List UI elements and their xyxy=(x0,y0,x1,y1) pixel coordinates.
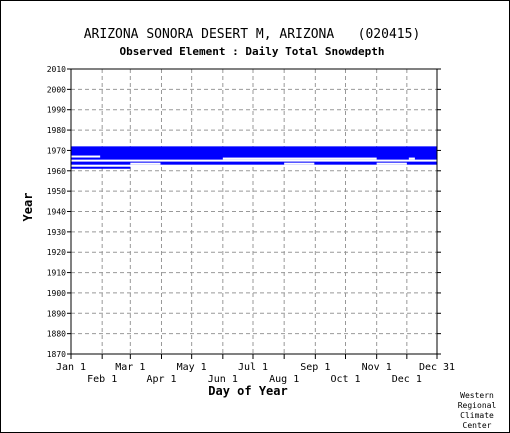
missing-data-gap xyxy=(376,162,407,165)
y-tick-label: 1980 xyxy=(47,126,66,135)
y-tick-label: 2000 xyxy=(47,85,66,94)
chart-subtitle: Observed Element : Daily Total Snowdepth xyxy=(120,45,385,58)
y-tick-label: 1870 xyxy=(47,350,66,359)
y-tick-label: 1900 xyxy=(47,289,66,298)
missing-data-gap xyxy=(408,157,415,160)
credit-line: Center xyxy=(463,421,492,430)
missing-data-gap xyxy=(222,157,377,160)
credit-block: Western Regional Climate Center xyxy=(458,391,497,430)
y-tick-label: 1970 xyxy=(47,146,66,155)
x-tick-label: Mar 1 xyxy=(115,362,145,373)
missing-data-gap xyxy=(71,155,101,158)
y-tick-label: 1990 xyxy=(47,106,66,115)
observed-period xyxy=(71,146,253,155)
credit-line: Regional xyxy=(458,401,497,410)
x-tick-label: Dec 1 xyxy=(392,374,422,385)
x-tick-label: May 1 xyxy=(177,362,207,373)
observed-period xyxy=(71,166,131,169)
x-tick-label: Jun 1 xyxy=(208,374,238,385)
missing-data-gap xyxy=(284,162,315,165)
y-tick-label: 1950 xyxy=(47,187,66,196)
y-tick-label: 1890 xyxy=(47,309,66,318)
x-axis-label: Day of Year xyxy=(208,384,287,398)
x-tick-label: Jan 1 xyxy=(56,362,86,373)
y-tick-label: 1910 xyxy=(47,269,66,278)
y-tick-label: 2010 xyxy=(47,65,66,74)
observed-period xyxy=(252,146,437,157)
y-axis-label: Year xyxy=(21,193,35,222)
x-tick-label: Feb 1 xyxy=(87,374,117,385)
x-tick-label: Aug 1 xyxy=(269,374,299,385)
credit-line: Western xyxy=(460,391,494,400)
credit-line: Climate xyxy=(460,411,494,420)
x-tick-label: Dec 31 xyxy=(419,362,455,373)
y-tick-label: 1960 xyxy=(47,167,66,176)
y-tick-label: 1940 xyxy=(47,208,66,217)
missing-data-gap xyxy=(71,159,437,162)
missing-data-gap xyxy=(130,162,161,165)
x-tick-label: Sep 1 xyxy=(300,362,330,373)
chart-title: ARIZONA SONORA DESERT M, ARIZONA (020415… xyxy=(84,27,421,42)
observed-period xyxy=(71,154,437,165)
y-tick-label: 1930 xyxy=(47,228,66,237)
x-tick-label: Nov 1 xyxy=(362,362,392,373)
x-tick-label: Oct 1 xyxy=(330,374,360,385)
y-tick-label: 1920 xyxy=(47,248,66,257)
x-tick-label: Apr 1 xyxy=(146,374,176,385)
x-tick-label: Jul 1 xyxy=(238,362,268,373)
y-tick-label: 1880 xyxy=(47,330,66,339)
